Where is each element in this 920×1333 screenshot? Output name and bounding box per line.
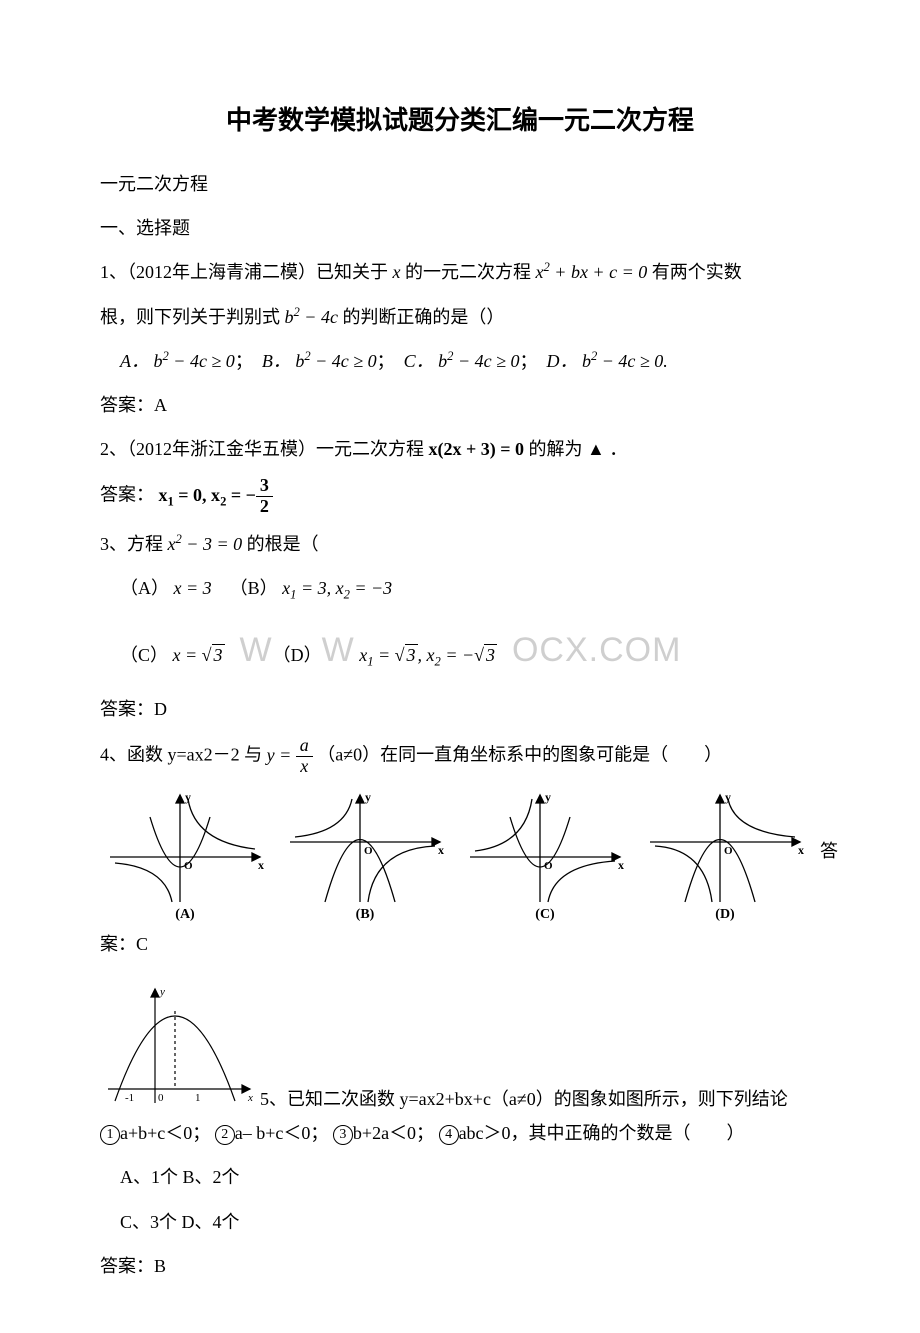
q4-panel-d: y x O (D) (640, 787, 810, 923)
svg-text:y: y (365, 790, 371, 804)
page-title: 中考数学模拟试题分类汇编一元二次方程 (60, 100, 860, 137)
svg-text:O: O (724, 845, 733, 857)
q3-options-row1: （A） x = 3 （B） x1 = 3, x2 = −3 (120, 571, 860, 608)
q1-answer: 答案：A (100, 388, 860, 422)
svg-text:y: y (725, 790, 731, 804)
q5-row: y x -1 0 1 5、已知二次函数 y=ax2+bx+c（a≠0）的图象如图… (100, 981, 860, 1116)
q5-text-e: abc＞0，其中正确的个数是（ ） (459, 1123, 745, 1143)
q3-opt-b-math: x1 = 3, x2 = −3 (282, 578, 392, 598)
q4-stem: 4、函数 y=ax2－2 与 y = ax （a≠0）在同一直角坐标系中的图象可… (100, 736, 860, 777)
q5-text-d: b+2a＜0； (353, 1123, 434, 1143)
q1-opt-b: B． b2 − 4c ≥ 0 (262, 351, 377, 371)
svg-text:-1: -1 (125, 1092, 134, 1104)
q3-opt-c-math: x = √3 (173, 645, 225, 665)
q2-equation: x(2x + 3) = 0 (429, 439, 529, 459)
q1-opt-c: C． b2 − 4c ≥ 0 (404, 351, 520, 371)
svg-text:1: 1 (195, 1092, 201, 1104)
q2-text-a: 2、（2012年浙江金华五模）一元二次方程 (100, 439, 424, 459)
q4-label-d: (D) (640, 907, 810, 923)
q2-answer-label: 答案： (100, 485, 154, 505)
circled-3-icon: 3 (333, 1125, 353, 1145)
watermark: W (229, 631, 273, 669)
q1-text-c: 有两个实数 (652, 262, 742, 282)
q4-graph-row: y x O (A) y x (100, 787, 860, 923)
q1-text-d: 根，则下列关于判别式 (100, 307, 280, 327)
q2-text-b: 的解为 ▲ ． (529, 439, 628, 459)
q3-stem: 3、方程 x2 − 3 = 0 的根是（ (100, 527, 860, 561)
q5-stem-line1: 5、已知二次函数 y=ax2+bx+c（a≠0）的图象如图所示，则下列结论 (260, 1082, 860, 1116)
q1-stem-line2: 根，则下列关于判别式 b2 − 4c 的判断正确的是（） (100, 300, 860, 334)
watermark-cont1: W (322, 631, 355, 669)
q2-stem: 2、（2012年浙江金华五模）一元二次方程 x(2x + 3) = 0 的解为 … (100, 432, 860, 466)
q4-panel-c: y x O (C) (460, 787, 630, 923)
q4-panel-a: y x O (A) (100, 787, 270, 923)
svg-text:x: x (258, 858, 264, 872)
q1-options: A． b2 − 4c ≥ 0； B． b2 − 4c ≥ 0； C． b2 − … (120, 344, 860, 378)
q4-text-b: （a≠0）在同一直角坐标系中的图象可能是（ ） (317, 745, 722, 765)
q5-text-a: 5、已知二次函数 y=ax2+bx+c（a≠0）的图象如图所示，则下列结论 (260, 1089, 788, 1109)
watermark-cont2: OCX.COM (502, 631, 682, 669)
circled-1-icon: 1 (100, 1125, 120, 1145)
q4-answer-part2: 案：C (100, 927, 860, 961)
svg-text:x: x (798, 843, 804, 857)
section-heading-1: 一元二次方程 (100, 167, 860, 201)
q4-answer-part1: 答 (820, 837, 838, 873)
q3-options-row2: （C） x = √3 W（D）W x1 = √3, x2 = −√3 OCX.C… (120, 618, 860, 683)
q3-opt-d-label: （D） (273, 645, 322, 665)
q1-equation: x2 + bx + c = 0 (536, 262, 652, 282)
q3-opt-d-math: x1 = √3, x2 = −√3 (359, 645, 497, 665)
q3-opt-c-label: （C） (120, 645, 168, 665)
q3-opt-a-math: x = 3 (174, 578, 217, 598)
q1-text-b: 的一元二次方程 (405, 262, 531, 282)
q2-answer: 答案： x1 = 0, x2 = −32 (100, 476, 860, 517)
q3-opt-b-label: （B） (230, 578, 278, 598)
q2-answer-math: x1 = 0, x2 = −32 (159, 485, 273, 505)
q5-text-b: a+b+c＜0； (120, 1123, 210, 1143)
svg-text:x: x (247, 1092, 253, 1104)
q4-label-b: (B) (280, 907, 450, 923)
circled-4-icon: 4 (439, 1125, 459, 1145)
svg-text:x: x (618, 858, 624, 872)
q5-stem-line2: 1a+b+c＜0； 2a– b+c＜0； 3b+2a＜0； 4abc＞0，其中正… (100, 1116, 860, 1150)
svg-text:O: O (184, 860, 193, 872)
q4-equation: y = ax (267, 745, 318, 765)
q3-answer: 答案：D (100, 692, 860, 726)
q3-text-a: 3、方程 (100, 534, 163, 554)
q4-label-c: (C) (460, 907, 630, 923)
q4-label-a: (A) (100, 907, 270, 923)
q1-opt-d: D． b2 − 4c ≥ 0. (546, 351, 667, 371)
q5-options-row2: C、3个 D、4个 (120, 1205, 860, 1239)
svg-text:O: O (364, 845, 373, 857)
q3-text-b: 的根是（ (247, 534, 319, 554)
q1-text-e: 的判断正确的是（） (342, 307, 504, 327)
q5-options-row1: A、1个 B、2个 (120, 1160, 860, 1194)
svg-text:y: y (185, 790, 191, 804)
svg-text:y: y (159, 986, 165, 998)
svg-text:0: 0 (158, 1092, 164, 1104)
q1-discriminant: b2 − 4c (285, 307, 343, 327)
q5-graph: y x -1 0 1 (100, 981, 260, 1116)
q1-text-a: 1、（2012年上海青浦二模）已知关于 (100, 262, 388, 282)
q1-var-x: x (393, 262, 406, 282)
q3-opt-a-label: （A） (120, 578, 169, 598)
q5-text-c: a– b+c＜0； (235, 1123, 329, 1143)
q1-opt-a: A． b2 − 4c ≥ 0 (120, 351, 235, 371)
q4-panel-b: y x O (B) (280, 787, 450, 923)
q4-text-a: 4、函数 y=ax2－2 与 (100, 745, 262, 765)
svg-text:O: O (544, 860, 553, 872)
q1-stem-line1: 1、（2012年上海青浦二模）已知关于 x 的一元二次方程 x2 + bx + … (100, 255, 860, 289)
q5-answer: 答案：B (100, 1249, 860, 1283)
circled-2-icon: 2 (215, 1125, 235, 1145)
q3-equation: x2 − 3 = 0 (168, 534, 247, 554)
svg-text:x: x (438, 843, 444, 857)
svg-text:y: y (545, 790, 551, 804)
section-heading-2: 一、选择题 (100, 211, 860, 245)
